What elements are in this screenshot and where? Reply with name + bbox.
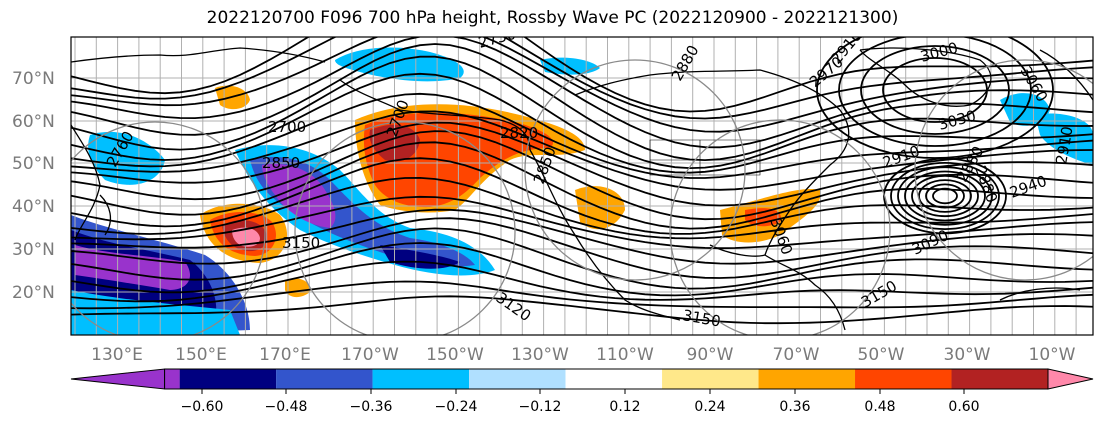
lon-label: 130°E <box>91 345 143 365</box>
height-contour <box>890 161 1000 230</box>
contour-label: 3150 <box>282 234 320 252</box>
height-contour <box>71 37 1093 133</box>
lat-label: 70°N <box>12 69 55 89</box>
colorbar-box <box>565 369 663 389</box>
lat-label: 60°N <box>12 112 55 132</box>
height-contour <box>71 92 1093 179</box>
lon-label: 10°W <box>1029 345 1076 365</box>
height-contour <box>71 37 1093 149</box>
map-title: 2022120700 F096 700 hPa height, Rossby W… <box>206 8 899 28</box>
height-contour <box>816 37 1054 159</box>
height-contour <box>71 217 1093 279</box>
contour-label: 2850 <box>262 154 300 172</box>
colorbar-tick-label: 0.36 <box>779 399 810 415</box>
height-contour <box>904 170 986 222</box>
colorbar-box <box>758 369 856 389</box>
height-contour <box>860 45 1010 135</box>
colorbar-tick-label: 0.48 <box>864 399 895 415</box>
lon-label: 90°W <box>687 345 734 365</box>
height-contour <box>911 174 979 218</box>
height-contour <box>71 37 1093 113</box>
colorbar-box <box>372 369 470 389</box>
lon-label: 70°W <box>773 345 820 365</box>
longitude-labels: 130°E 150°E 170°E 170°W 150°W 130°W 110°W 90°W 7… <box>91 345 1076 365</box>
height-contour <box>71 37 1093 120</box>
height-contour <box>71 55 1093 170</box>
height-contour <box>838 37 1032 147</box>
height-contour <box>918 179 972 213</box>
lon-label: 130°W <box>511 345 569 365</box>
height-contour <box>71 295 1093 325</box>
colorbar-box <box>276 369 373 389</box>
height-contour <box>932 187 958 205</box>
lon-label: 110°W <box>596 345 654 365</box>
lon-label: 150°E <box>175 345 227 365</box>
colorbar-box <box>662 369 759 389</box>
lat-label: 30°N <box>12 240 55 260</box>
height-contour <box>71 280 1093 310</box>
colorbar-extend-low <box>70 368 166 390</box>
colorbar-box <box>951 369 1048 389</box>
colorbar-tick-label: −0.24 <box>435 399 478 415</box>
height-contour <box>925 183 965 209</box>
colorbar-outline <box>164 368 1049 390</box>
lon-label: 170°W <box>341 345 399 365</box>
height-contour <box>71 176 1093 240</box>
lon-label: 170°E <box>259 345 311 365</box>
height-contour <box>882 57 988 123</box>
lat-label: 20°N <box>12 283 55 303</box>
colorbar-tick-label: −0.36 <box>350 399 393 415</box>
height-contour <box>71 130 1093 221</box>
colorbar-tick-label: −0.12 <box>519 399 562 415</box>
map-area: 2760 2700 2850 3150 2850 2730 2820 2880 … <box>71 37 1093 335</box>
contour-label: 2700 <box>268 118 306 136</box>
height-contours <box>71 37 1093 325</box>
map-frame <box>70 36 1094 336</box>
lon-label: 30°W <box>944 345 991 365</box>
colorbar-box <box>179 369 277 389</box>
colorbar-box <box>469 369 566 389</box>
colorbar: −0.60 −0.48 −0.36 −0.24 −0.12 0.12 0.24 0.36 0.4… <box>70 368 1094 415</box>
height-contour <box>897 166 993 226</box>
height-contour <box>71 242 1093 297</box>
lat-label: 40°N <box>12 197 55 217</box>
lat-label: 50°N <box>12 154 55 174</box>
colorbar-tick-label: −0.48 <box>265 399 308 415</box>
height-contour <box>71 43 1093 162</box>
colorbar-tick-label: −0.60 <box>181 399 224 415</box>
colorbar-tick-label: 0.12 <box>609 399 640 415</box>
colorbar-box <box>855 369 952 389</box>
colorbar-box <box>164 369 180 389</box>
height-contour <box>71 260 1093 303</box>
lon-label: 50°W <box>858 345 905 365</box>
lon-label: 150°W <box>426 345 484 365</box>
height-contour <box>71 110 1093 191</box>
height-contour <box>71 208 1093 265</box>
colorbar-tick-label: 0.60 <box>948 399 979 415</box>
latitude-labels: 70°N 60°N 50°N 40°N 30°N 20°N <box>12 69 55 303</box>
colorbar-extend-high <box>1047 368 1094 390</box>
contour-label: 2820 <box>500 124 538 142</box>
height-contour <box>71 141 1093 230</box>
colorbar-tick-label: 0.24 <box>694 399 725 415</box>
height-contour <box>71 72 1093 174</box>
reference-circles <box>71 59 1093 335</box>
